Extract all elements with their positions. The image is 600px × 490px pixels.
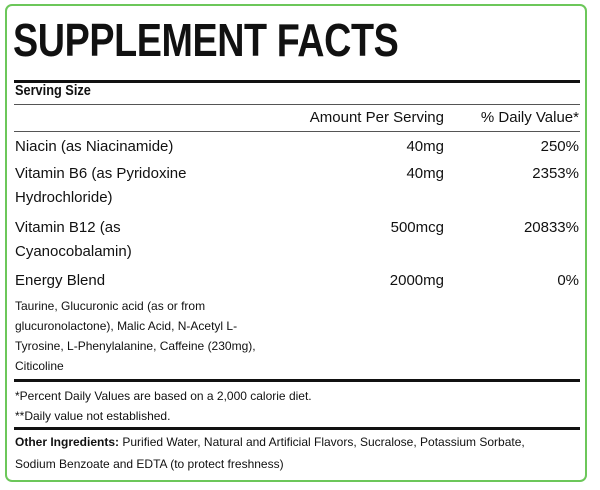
- blend-line: Tyrosine, L-Phenylalanine, Caffeine (230…: [15, 339, 256, 353]
- nutrient-amount: 500mcg: [390, 219, 444, 236]
- page-title: SUPPLEMENT FACTS: [13, 14, 399, 66]
- nutrient-amount: 40mg: [406, 138, 444, 155]
- footnote: *Percent Daily Values are based on a 2,0…: [15, 389, 312, 403]
- nutrient-name-cont: Cyanocobalamin): [15, 243, 132, 260]
- nutrient-daily-value: 2353%: [532, 165, 579, 182]
- other-ingredients-label: Other Ingredients:: [15, 435, 120, 449]
- blend-line: Taurine, Glucuronic acid (as or from: [15, 299, 206, 313]
- divider-thick: [14, 80, 580, 83]
- nutrient-daily-value: 0%: [557, 272, 579, 289]
- nutrient-amount: 2000mg: [389, 272, 444, 289]
- blend-line: glucuronolactone), Malic Acid, N-Acetyl …: [15, 319, 238, 333]
- serving-size-label: Serving Size: [15, 82, 91, 99]
- column-header-daily-value: % Daily Value*: [480, 109, 579, 126]
- nutrient-name: Vitamin B6 (as Pyridoxine: [15, 165, 187, 182]
- nutrient-amount: 40mg: [406, 165, 444, 182]
- footnote: **Daily value not established.: [15, 409, 171, 423]
- supplement-facts-panel: [5, 4, 587, 482]
- other-ingredients: Other Ingredients: Purified Water, Natur…: [15, 432, 525, 452]
- nutrient-daily-value: 20833%: [523, 219, 579, 236]
- divider: [14, 104, 580, 105]
- nutrient-name: Energy Blend: [15, 272, 106, 289]
- divider-thick: [14, 427, 580, 430]
- blend-line: Citicoline: [15, 359, 64, 373]
- column-header-amount: Amount Per Serving: [309, 109, 444, 126]
- nutrient-name: Niacin (as Niacinamide): [15, 138, 174, 155]
- other-ingredients-cont: Sodium Benzoate and EDTA (to protect fre…: [15, 457, 284, 471]
- nutrient-name: Vitamin B12 (as: [15, 219, 121, 236]
- other-ingredients-text: Purified Water, Natural and Artificial F…: [119, 435, 525, 449]
- divider: [14, 131, 580, 132]
- divider-thick: [14, 379, 580, 382]
- nutrient-name-cont: Hydrochloride): [15, 189, 113, 206]
- nutrient-daily-value: 250%: [540, 138, 579, 155]
